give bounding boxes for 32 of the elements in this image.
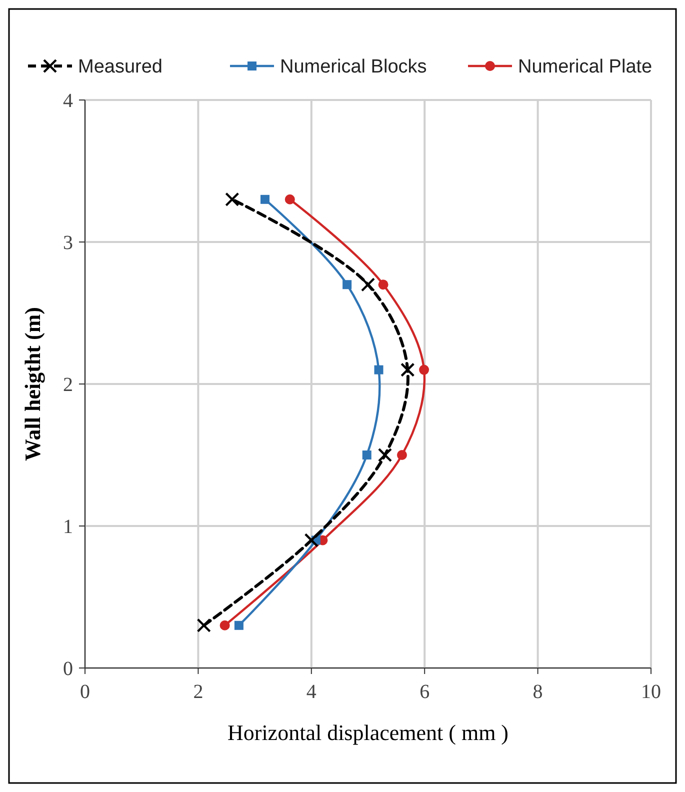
point	[378, 280, 388, 290]
y-tick-label: 1	[63, 516, 73, 538]
point	[284, 194, 295, 204]
point	[260, 194, 270, 204]
point	[304, 533, 318, 548]
x-tick-label: 8	[532, 681, 543, 703]
point	[342, 280, 352, 290]
point	[400, 362, 415, 377]
y-tick-label: 4	[63, 90, 73, 112]
x-tick-label: 6	[420, 681, 430, 703]
y-tick-label: 3	[63, 232, 73, 254]
point	[362, 450, 372, 460]
y-tick-label: 2	[63, 374, 73, 396]
point	[196, 618, 211, 632]
legend-label: Measured	[78, 56, 162, 78]
point	[234, 620, 244, 630]
point	[378, 448, 392, 462]
y-axis-title: Wall heigtht (m)	[20, 307, 45, 461]
x-tick-label: 0	[80, 681, 90, 703]
point	[220, 620, 230, 630]
point	[360, 278, 376, 292]
y-tick-label: 0	[63, 658, 73, 680]
point	[419, 364, 430, 375]
x-tick-label: 4	[306, 681, 316, 703]
x-axis-title: Horizontal displacement ( mm )	[227, 720, 509, 745]
point	[225, 192, 240, 206]
point	[374, 365, 384, 374]
legend-label: Numerical Blocks	[280, 56, 427, 78]
point	[396, 450, 407, 460]
x-tick-label: 2	[193, 681, 204, 703]
x-tick-label: 10	[641, 681, 661, 703]
legend-label: Numerical Plate	[518, 56, 652, 78]
